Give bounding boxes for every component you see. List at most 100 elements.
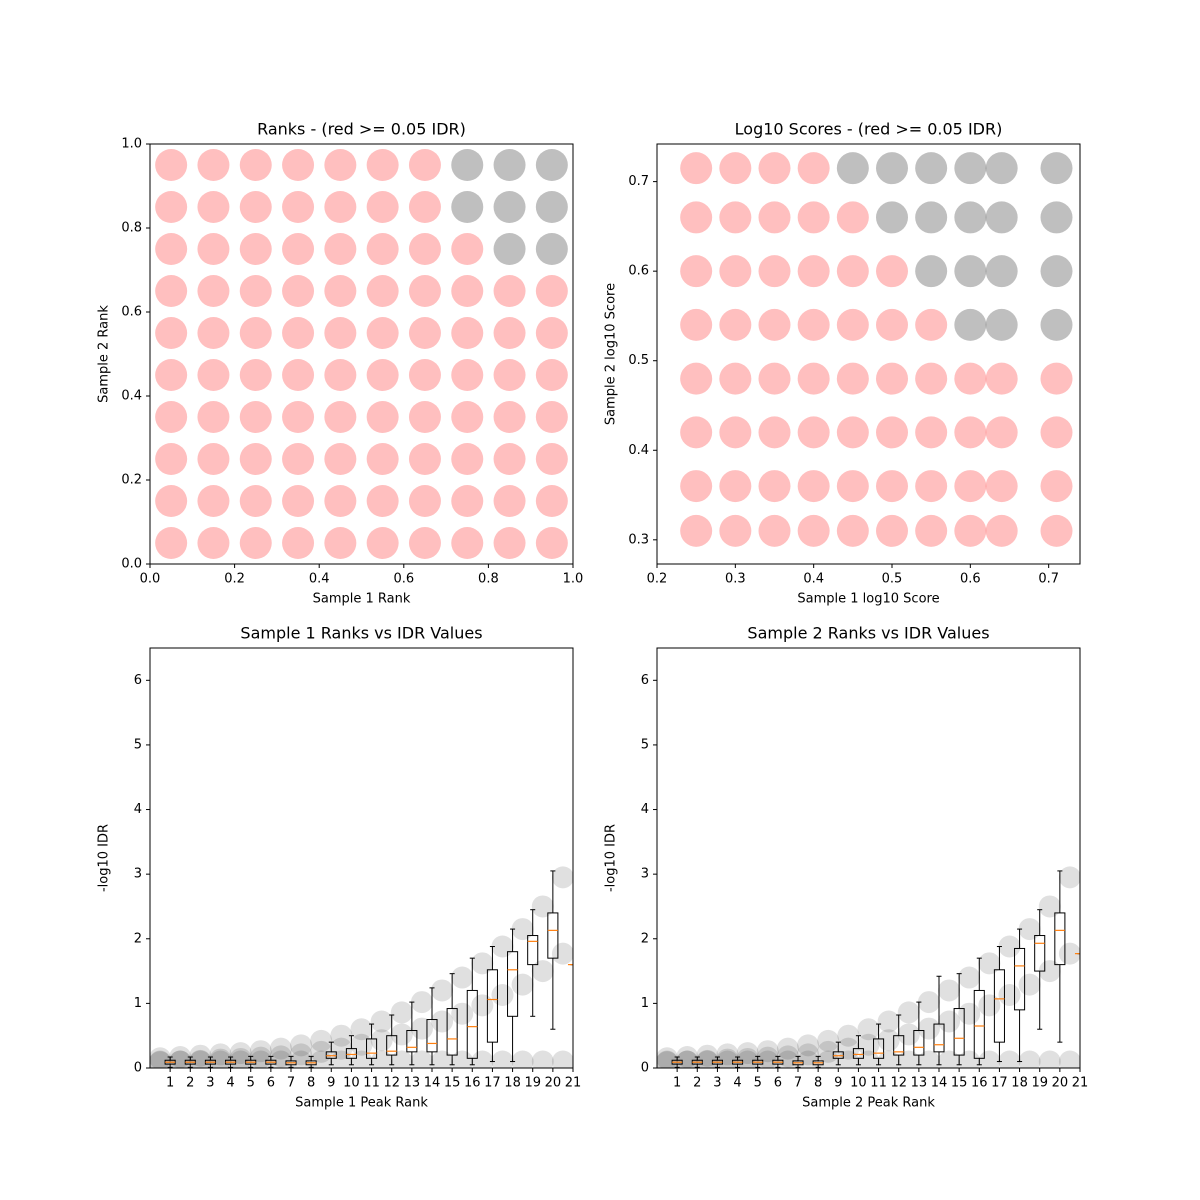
point bbox=[410, 1017, 433, 1040]
chart-title: Log10 Scores - (red >= 0.05 IDR) bbox=[735, 120, 1003, 139]
point bbox=[1040, 362, 1073, 395]
point bbox=[836, 255, 869, 288]
y-tick-label: 0.6 bbox=[628, 264, 649, 279]
point bbox=[169, 1050, 192, 1068]
point bbox=[837, 1024, 860, 1047]
point bbox=[917, 1050, 940, 1068]
y-axis-label: -log10 IDR bbox=[604, 824, 619, 892]
point bbox=[229, 1042, 252, 1065]
x-tick-label: 19 bbox=[1031, 1076, 1048, 1091]
x-tick-label: 15 bbox=[444, 1076, 461, 1091]
plot-area bbox=[155, 149, 568, 559]
point bbox=[239, 317, 272, 349]
point bbox=[1058, 866, 1080, 889]
point bbox=[985, 255, 1018, 288]
point bbox=[290, 1034, 313, 1057]
point bbox=[155, 191, 188, 223]
point bbox=[324, 317, 357, 349]
point bbox=[680, 308, 713, 341]
point bbox=[491, 1050, 514, 1068]
point bbox=[985, 470, 1018, 503]
point bbox=[531, 960, 554, 983]
box bbox=[486, 969, 498, 1043]
y-tick-label: 0 bbox=[134, 1061, 142, 1076]
point bbox=[876, 416, 908, 449]
point bbox=[877, 1050, 900, 1068]
point bbox=[836, 201, 869, 234]
point bbox=[410, 1050, 433, 1068]
point bbox=[680, 201, 713, 234]
point bbox=[1038, 895, 1061, 918]
plot-area bbox=[680, 152, 1073, 547]
point bbox=[719, 201, 752, 234]
point bbox=[535, 191, 568, 223]
point bbox=[797, 362, 830, 395]
x-tick-label: 12 bbox=[383, 1076, 400, 1091]
point bbox=[239, 275, 272, 307]
point bbox=[408, 443, 441, 475]
point bbox=[408, 191, 441, 223]
x-tick-label: 10 bbox=[850, 1076, 867, 1091]
box bbox=[832, 1051, 844, 1059]
point bbox=[451, 191, 484, 223]
point bbox=[370, 1010, 393, 1033]
point bbox=[876, 255, 908, 288]
point bbox=[310, 1029, 333, 1052]
point bbox=[366, 233, 399, 265]
point bbox=[657, 1050, 679, 1068]
x-tick-label: 0.6 bbox=[393, 572, 414, 587]
box bbox=[973, 989, 985, 1059]
point bbox=[366, 275, 399, 307]
x-tick-label: 3 bbox=[206, 1076, 214, 1091]
box bbox=[933, 1023, 945, 1053]
point bbox=[451, 966, 474, 989]
point bbox=[531, 1050, 554, 1068]
point bbox=[493, 443, 526, 475]
box bbox=[406, 1030, 418, 1053]
point bbox=[511, 918, 534, 941]
point bbox=[716, 1050, 739, 1068]
point bbox=[370, 1029, 393, 1052]
point bbox=[680, 514, 713, 547]
y-tick-label: 5 bbox=[641, 737, 649, 752]
point bbox=[797, 201, 830, 234]
x-tick-label: 18 bbox=[1011, 1076, 1028, 1091]
point bbox=[324, 485, 357, 517]
x-tick-label: 0.2 bbox=[224, 572, 245, 587]
chart-title: Sample 1 Ranks vs IDR Values bbox=[240, 624, 482, 643]
point bbox=[1058, 1050, 1080, 1068]
point bbox=[290, 1050, 313, 1068]
point bbox=[408, 485, 441, 517]
x-axis-label: Sample 1 Peak Rank bbox=[295, 1096, 428, 1111]
point bbox=[471, 994, 494, 1017]
point bbox=[282, 149, 315, 181]
point bbox=[493, 149, 526, 181]
point bbox=[324, 443, 357, 475]
x-tick-label: 15 bbox=[951, 1076, 968, 1091]
point bbox=[877, 1029, 900, 1052]
x-tick-label: 3 bbox=[713, 1076, 721, 1091]
x-tick-label: 13 bbox=[911, 1076, 928, 1091]
point bbox=[1018, 1050, 1041, 1068]
x-tick-label: 5 bbox=[754, 1076, 762, 1091]
point bbox=[897, 1023, 920, 1046]
point bbox=[269, 1050, 292, 1068]
point bbox=[155, 233, 188, 265]
point bbox=[366, 317, 399, 349]
point bbox=[535, 485, 568, 517]
point bbox=[155, 443, 188, 475]
point bbox=[817, 1050, 840, 1068]
x-tick-label: 4 bbox=[226, 1076, 234, 1091]
chart-title: Sample 2 Ranks vs IDR Values bbox=[747, 624, 989, 643]
point bbox=[857, 1018, 880, 1041]
point bbox=[290, 1043, 313, 1066]
x-tick-label: 21 bbox=[1072, 1076, 1089, 1091]
point bbox=[756, 1040, 779, 1063]
point bbox=[915, 416, 948, 449]
x-tick-label: 0.4 bbox=[803, 572, 824, 587]
y-tick-label: 1 bbox=[134, 996, 142, 1011]
point bbox=[680, 362, 713, 395]
plot-area bbox=[150, 866, 573, 1068]
point bbox=[366, 443, 399, 475]
